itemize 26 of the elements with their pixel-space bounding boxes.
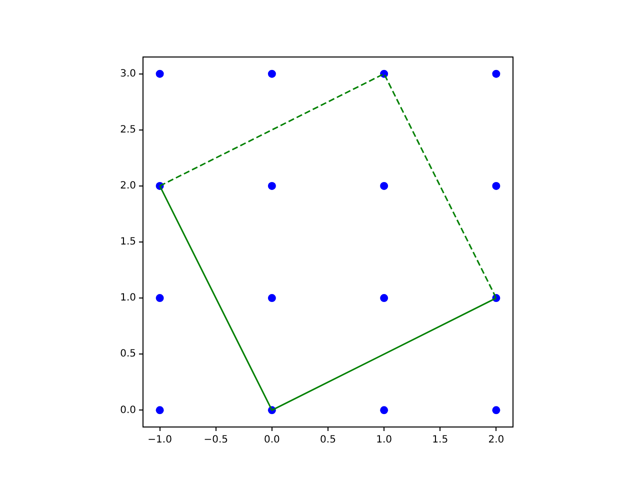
point xyxy=(380,406,388,414)
x-tick-label: 1.0 xyxy=(376,434,392,446)
point xyxy=(268,182,276,190)
x-tick-label: −1.0 xyxy=(148,434,172,446)
y-tick-label: 0.5 xyxy=(120,348,136,360)
x-tick-label: 2.0 xyxy=(488,434,504,446)
y-tick-label: 2.5 xyxy=(120,124,136,136)
x-tick-label: 0.0 xyxy=(264,434,280,446)
point xyxy=(492,182,500,190)
point xyxy=(268,70,276,78)
y-tick-label: 2.0 xyxy=(120,180,136,192)
point xyxy=(268,294,276,302)
x-tick-label: 1.5 xyxy=(432,434,448,446)
y-tick-label: 3.0 xyxy=(120,68,136,80)
point xyxy=(156,406,164,414)
point xyxy=(380,294,388,302)
y-tick-label: 1.5 xyxy=(120,236,136,248)
y-tick-label: 1.0 xyxy=(120,292,136,304)
point xyxy=(492,70,500,78)
point xyxy=(492,406,500,414)
point xyxy=(156,294,164,302)
point xyxy=(380,182,388,190)
point xyxy=(156,70,164,78)
y-tick-label: 0.0 xyxy=(120,404,136,416)
x-tick-label: 0.5 xyxy=(320,434,336,446)
x-tick-label: −0.5 xyxy=(204,434,228,446)
